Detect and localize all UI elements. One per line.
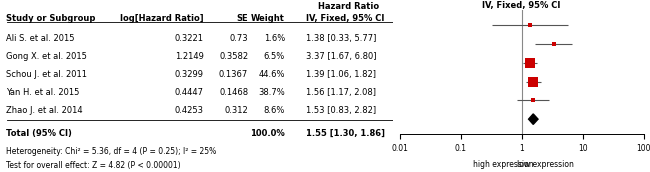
Text: 0.4253: 0.4253 (175, 106, 203, 115)
Text: 0.3221: 0.3221 (175, 34, 203, 43)
Text: 1.55 [1.30, 1.86]: 1.55 [1.30, 1.86] (306, 129, 385, 138)
Text: log[Hazard Ratio]: log[Hazard Ratio] (120, 14, 203, 23)
Text: 1.6%: 1.6% (264, 34, 285, 43)
Text: 100.0%: 100.0% (250, 129, 285, 138)
Text: 0.312: 0.312 (224, 106, 248, 115)
Text: Hazard Ratio: Hazard Ratio (318, 2, 380, 11)
Text: Total (95% CI): Total (95% CI) (6, 129, 72, 138)
Text: Heterogeneity: Chi² = 5.36, df = 4 (P = 0.25); I² = 25%: Heterogeneity: Chi² = 5.36, df = 4 (P = … (6, 147, 216, 156)
Text: 1.53 [0.83, 2.82]: 1.53 [0.83, 2.82] (306, 106, 376, 115)
Text: Weight: Weight (251, 14, 285, 23)
Polygon shape (528, 114, 538, 124)
Text: high expression: high expression (473, 160, 534, 169)
Text: Test for overall effect: Z = 4.82 (P < 0.00001): Test for overall effect: Z = 4.82 (P < 0… (6, 161, 181, 170)
Text: 0.1468: 0.1468 (219, 88, 248, 97)
Text: Study or Subgroup: Study or Subgroup (6, 14, 96, 23)
Text: 8.6%: 8.6% (264, 106, 285, 115)
Text: Ali S. et al. 2015: Ali S. et al. 2015 (6, 34, 75, 43)
Text: 1.38 [0.33, 5.77]: 1.38 [0.33, 5.77] (306, 34, 376, 43)
Text: Zhao J. et al. 2014: Zhao J. et al. 2014 (6, 106, 83, 115)
Text: 0.4447: 0.4447 (175, 88, 203, 97)
Text: 1.56 [1.17, 2.08]: 1.56 [1.17, 2.08] (306, 88, 376, 97)
Text: Gong X. et al. 2015: Gong X. et al. 2015 (6, 52, 87, 61)
Text: 3.37 [1.67, 6.80]: 3.37 [1.67, 6.80] (306, 52, 377, 61)
Text: 0.3299: 0.3299 (175, 70, 203, 79)
Text: 1.2149: 1.2149 (175, 52, 203, 61)
Text: 1.39 [1.06, 1.82]: 1.39 [1.06, 1.82] (306, 70, 376, 79)
Text: SE: SE (237, 14, 248, 23)
Text: 0.3582: 0.3582 (219, 52, 248, 61)
Text: Yan H. et al. 2015: Yan H. et al. 2015 (6, 88, 80, 97)
Text: 38.7%: 38.7% (258, 88, 285, 97)
Text: 44.6%: 44.6% (259, 70, 285, 79)
Title: Hazard Ratio
IV, Fixed, 95% CI: Hazard Ratio IV, Fixed, 95% CI (482, 0, 561, 10)
Text: 6.5%: 6.5% (264, 52, 285, 61)
Text: 0.1367: 0.1367 (219, 70, 248, 79)
Text: 0.73: 0.73 (229, 34, 248, 43)
Text: IV, Fixed, 95% CI: IV, Fixed, 95% CI (306, 14, 385, 23)
Text: Schou J. et al. 2011: Schou J. et al. 2011 (6, 70, 88, 79)
Text: low expression: low expression (517, 160, 575, 169)
